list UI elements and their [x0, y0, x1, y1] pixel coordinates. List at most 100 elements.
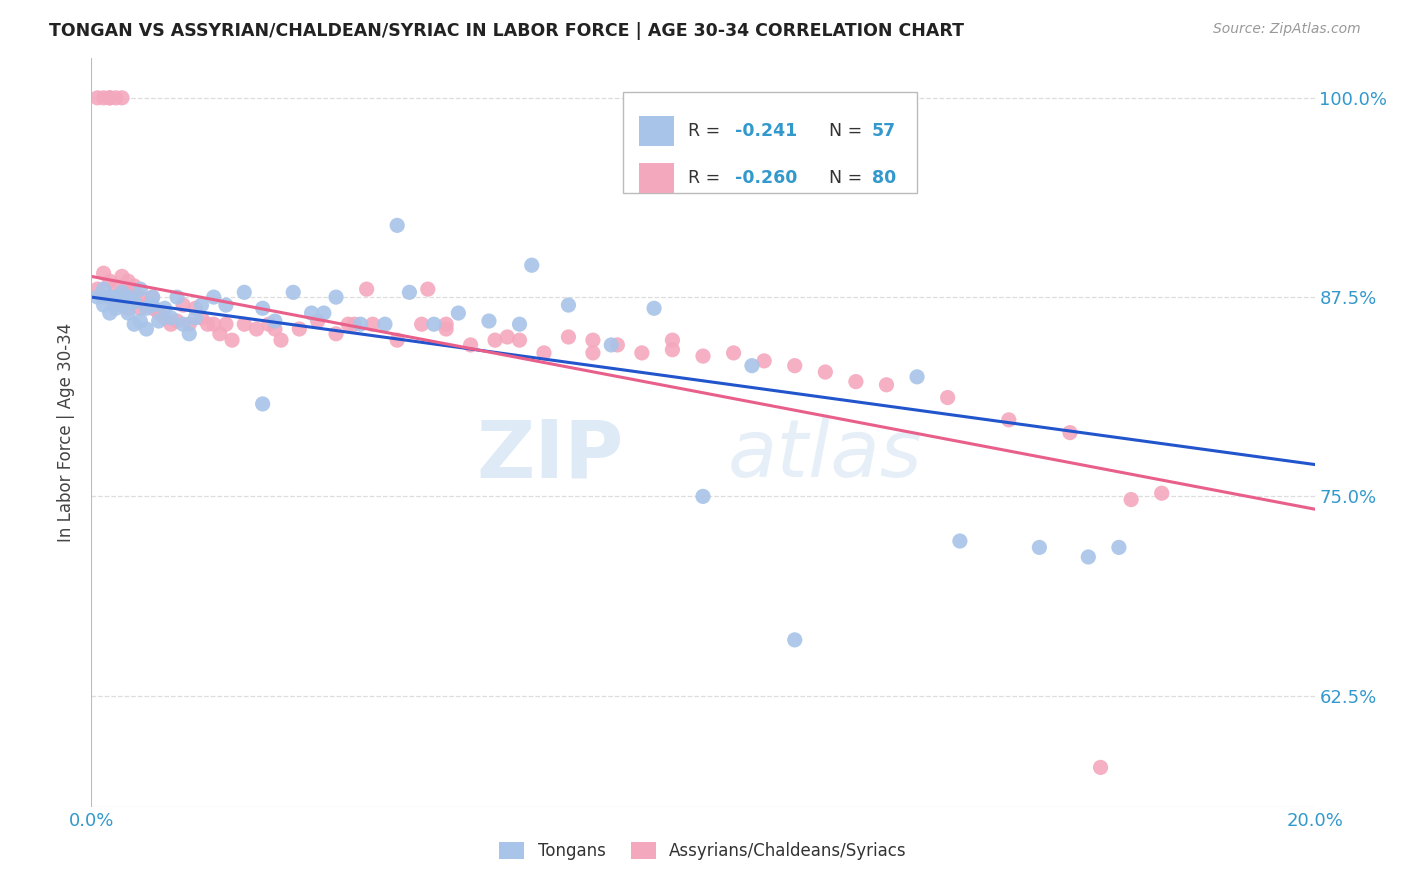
Point [135, 301, 157, 316]
Point [117, 301, 139, 316]
Point [411, 317, 433, 331]
Point [312, 306, 335, 320]
Point [93, 282, 115, 296]
Point [129, 314, 152, 328]
Point [385, 219, 409, 233]
Text: R =: R = [689, 169, 725, 186]
Point [905, 369, 928, 384]
Legend: Tongans, Assyrians/Chaldeans/Syriacs: Tongans, Assyrians/Chaldeans/Syriacs [492, 835, 914, 866]
Point [160, 317, 183, 331]
Point [509, 333, 531, 347]
Point [117, 274, 139, 288]
Point [484, 333, 506, 347]
Point [104, 301, 127, 316]
Point [447, 306, 470, 320]
Point [153, 310, 176, 325]
Point [93, 266, 115, 280]
Point [434, 317, 457, 331]
Point [1150, 486, 1173, 500]
Point [374, 317, 396, 331]
Text: -0.260: -0.260 [735, 169, 797, 186]
Text: 80: 80 [872, 169, 896, 186]
Y-axis label: In Labor Force | Age 30-34: In Labor Force | Age 30-34 [58, 323, 76, 542]
Point [221, 333, 243, 347]
Point [307, 314, 329, 328]
Point [104, 279, 127, 293]
Point [184, 310, 207, 325]
Point [533, 346, 555, 360]
Point [190, 310, 212, 325]
Point [936, 391, 959, 405]
Point [783, 359, 806, 373]
Point [98, 91, 121, 105]
Point [179, 317, 201, 331]
Point [86, 290, 108, 304]
Text: R =: R = [689, 122, 725, 140]
Point [356, 282, 378, 296]
Point [398, 285, 420, 300]
Point [141, 290, 163, 304]
Point [233, 285, 256, 300]
Point [606, 338, 628, 352]
Point [257, 317, 280, 331]
Point [86, 91, 108, 105]
Text: -0.241: -0.241 [735, 122, 797, 140]
Point [361, 317, 384, 331]
Point [117, 285, 139, 300]
Text: Source: ZipAtlas.com: Source: ZipAtlas.com [1213, 22, 1361, 37]
Point [172, 298, 194, 312]
Point [600, 338, 623, 352]
Point [98, 290, 121, 304]
Point [93, 290, 115, 304]
Point [104, 298, 127, 312]
Point [845, 375, 868, 389]
Point [434, 322, 457, 336]
Point [197, 317, 219, 331]
Point [1121, 492, 1143, 507]
Bar [640, 117, 673, 146]
Text: ZIP: ZIP [477, 416, 623, 494]
Text: N =: N = [830, 122, 868, 140]
Point [98, 91, 121, 105]
Point [385, 333, 409, 347]
Point [998, 413, 1021, 427]
Point [661, 343, 683, 357]
Point [245, 322, 267, 336]
Point [141, 290, 163, 304]
Point [325, 326, 347, 341]
Text: N =: N = [830, 169, 868, 186]
Point [1059, 425, 1081, 440]
Point [98, 290, 121, 304]
Point [141, 301, 163, 316]
Point [141, 298, 163, 312]
Point [215, 317, 238, 331]
Point [172, 317, 194, 331]
Point [270, 333, 292, 347]
Point [233, 317, 256, 331]
Point [111, 290, 134, 304]
Point [288, 322, 311, 336]
Point [111, 91, 134, 105]
Point [460, 338, 482, 352]
Point [135, 298, 157, 312]
Point [166, 314, 188, 328]
Point [509, 317, 531, 331]
Point [129, 282, 152, 296]
Point [949, 534, 972, 549]
Point [148, 306, 170, 320]
Point [166, 290, 188, 304]
Point [741, 359, 763, 373]
Point [783, 632, 806, 647]
Point [153, 301, 176, 316]
Point [416, 282, 439, 296]
Point [337, 317, 360, 331]
Point [252, 301, 274, 316]
Point [122, 290, 145, 304]
Point [343, 317, 366, 331]
Point [582, 346, 605, 360]
Point [160, 310, 183, 325]
Point [252, 397, 274, 411]
Point [283, 285, 305, 300]
Point [423, 317, 446, 331]
Point [104, 91, 127, 105]
